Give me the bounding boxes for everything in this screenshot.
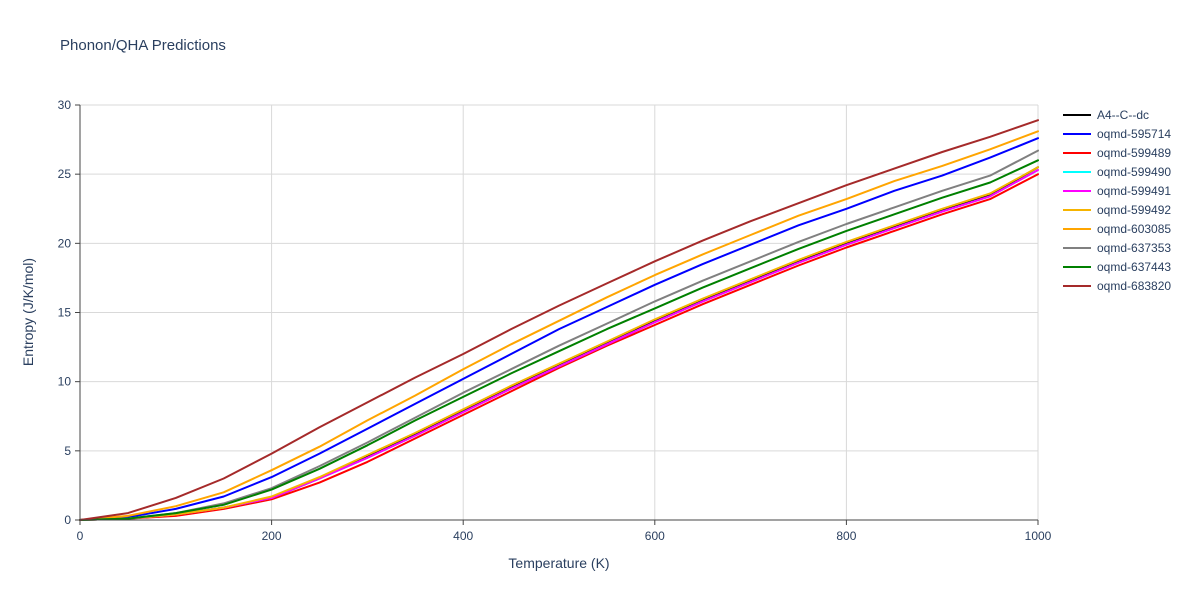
x-axis-label: Temperature (K) xyxy=(508,555,609,571)
legend-item-oqmd-599492[interactable]: oqmd-599492 xyxy=(1063,203,1171,217)
legend-item-A4--C--dc[interactable]: A4--C--dc xyxy=(1063,108,1149,122)
legend-label: oqmd-595714 xyxy=(1097,127,1171,141)
series-line-oqmd-637353 xyxy=(79,149,1039,521)
legend-item-oqmd-599490[interactable]: oqmd-599490 xyxy=(1063,165,1171,179)
legend-label: oqmd-637443 xyxy=(1097,260,1171,274)
y-tick-label: 5 xyxy=(64,444,71,458)
series-line-oqmd-637443 xyxy=(79,159,1039,521)
axes: 0 200 400 600 800 1000 0 5 10 15 20 25 30 xyxy=(58,98,1052,543)
series-line-oqmd-683820 xyxy=(79,119,1039,521)
legend-item-oqmd-637353[interactable]: oqmd-637353 xyxy=(1063,241,1171,255)
x-tick-label: 400 xyxy=(453,529,473,543)
x-tick-label: 800 xyxy=(836,529,856,543)
x-tick-label: 600 xyxy=(645,529,665,543)
legend-label: oqmd-599490 xyxy=(1097,165,1171,179)
legend-item-oqmd-683820[interactable]: oqmd-683820 xyxy=(1063,279,1171,293)
series-layer xyxy=(79,119,1039,521)
series-line-oqmd-599489 xyxy=(79,173,1039,521)
y-tick-label: 15 xyxy=(58,306,72,320)
legend-label: oqmd-683820 xyxy=(1097,279,1171,293)
legend-label: oqmd-599491 xyxy=(1097,184,1171,198)
legend[interactable]: A4--C--dc oqmd-595714 oqmd-599489 oqmd-5994… xyxy=(1063,108,1171,293)
legend-label: oqmd-599492 xyxy=(1097,203,1171,217)
legend-label: A4--C--dc xyxy=(1097,108,1149,122)
legend-item-oqmd-637443[interactable]: oqmd-637443 xyxy=(1063,260,1171,274)
series-line-oqmd-603085 xyxy=(79,130,1039,521)
legend-label: oqmd-599489 xyxy=(1097,146,1171,160)
y-tick-label: 25 xyxy=(58,167,72,181)
legend-item-oqmd-599489[interactable]: oqmd-599489 xyxy=(1063,146,1171,160)
y-tick-label: 10 xyxy=(58,375,72,389)
legend-item-oqmd-603085[interactable]: oqmd-603085 xyxy=(1063,222,1171,236)
legend-item-oqmd-599491[interactable]: oqmd-599491 xyxy=(1063,184,1171,198)
y-tick-label: 20 xyxy=(58,236,72,250)
grid xyxy=(80,104,1039,520)
x-tick-label: 1000 xyxy=(1025,529,1052,543)
y-tick-label: 0 xyxy=(64,513,71,527)
series-line-oqmd-595714 xyxy=(79,137,1039,521)
y-tick-label: 30 xyxy=(58,98,72,112)
chart-title: Phonon/QHA Predictions xyxy=(60,37,226,54)
series-line-A4--C--dc xyxy=(79,166,1039,521)
legend-label: oqmd-603085 xyxy=(1097,222,1171,236)
legend-item-oqmd-595714[interactable]: oqmd-595714 xyxy=(1063,127,1171,141)
series-line-oqmd-599492 xyxy=(79,166,1039,521)
x-tick-label: 200 xyxy=(262,529,282,543)
y-axis-label: Entropy (J/K/mol) xyxy=(20,258,36,366)
legend-label: oqmd-637353 xyxy=(1097,241,1171,255)
x-tick-label: 0 xyxy=(77,529,84,543)
